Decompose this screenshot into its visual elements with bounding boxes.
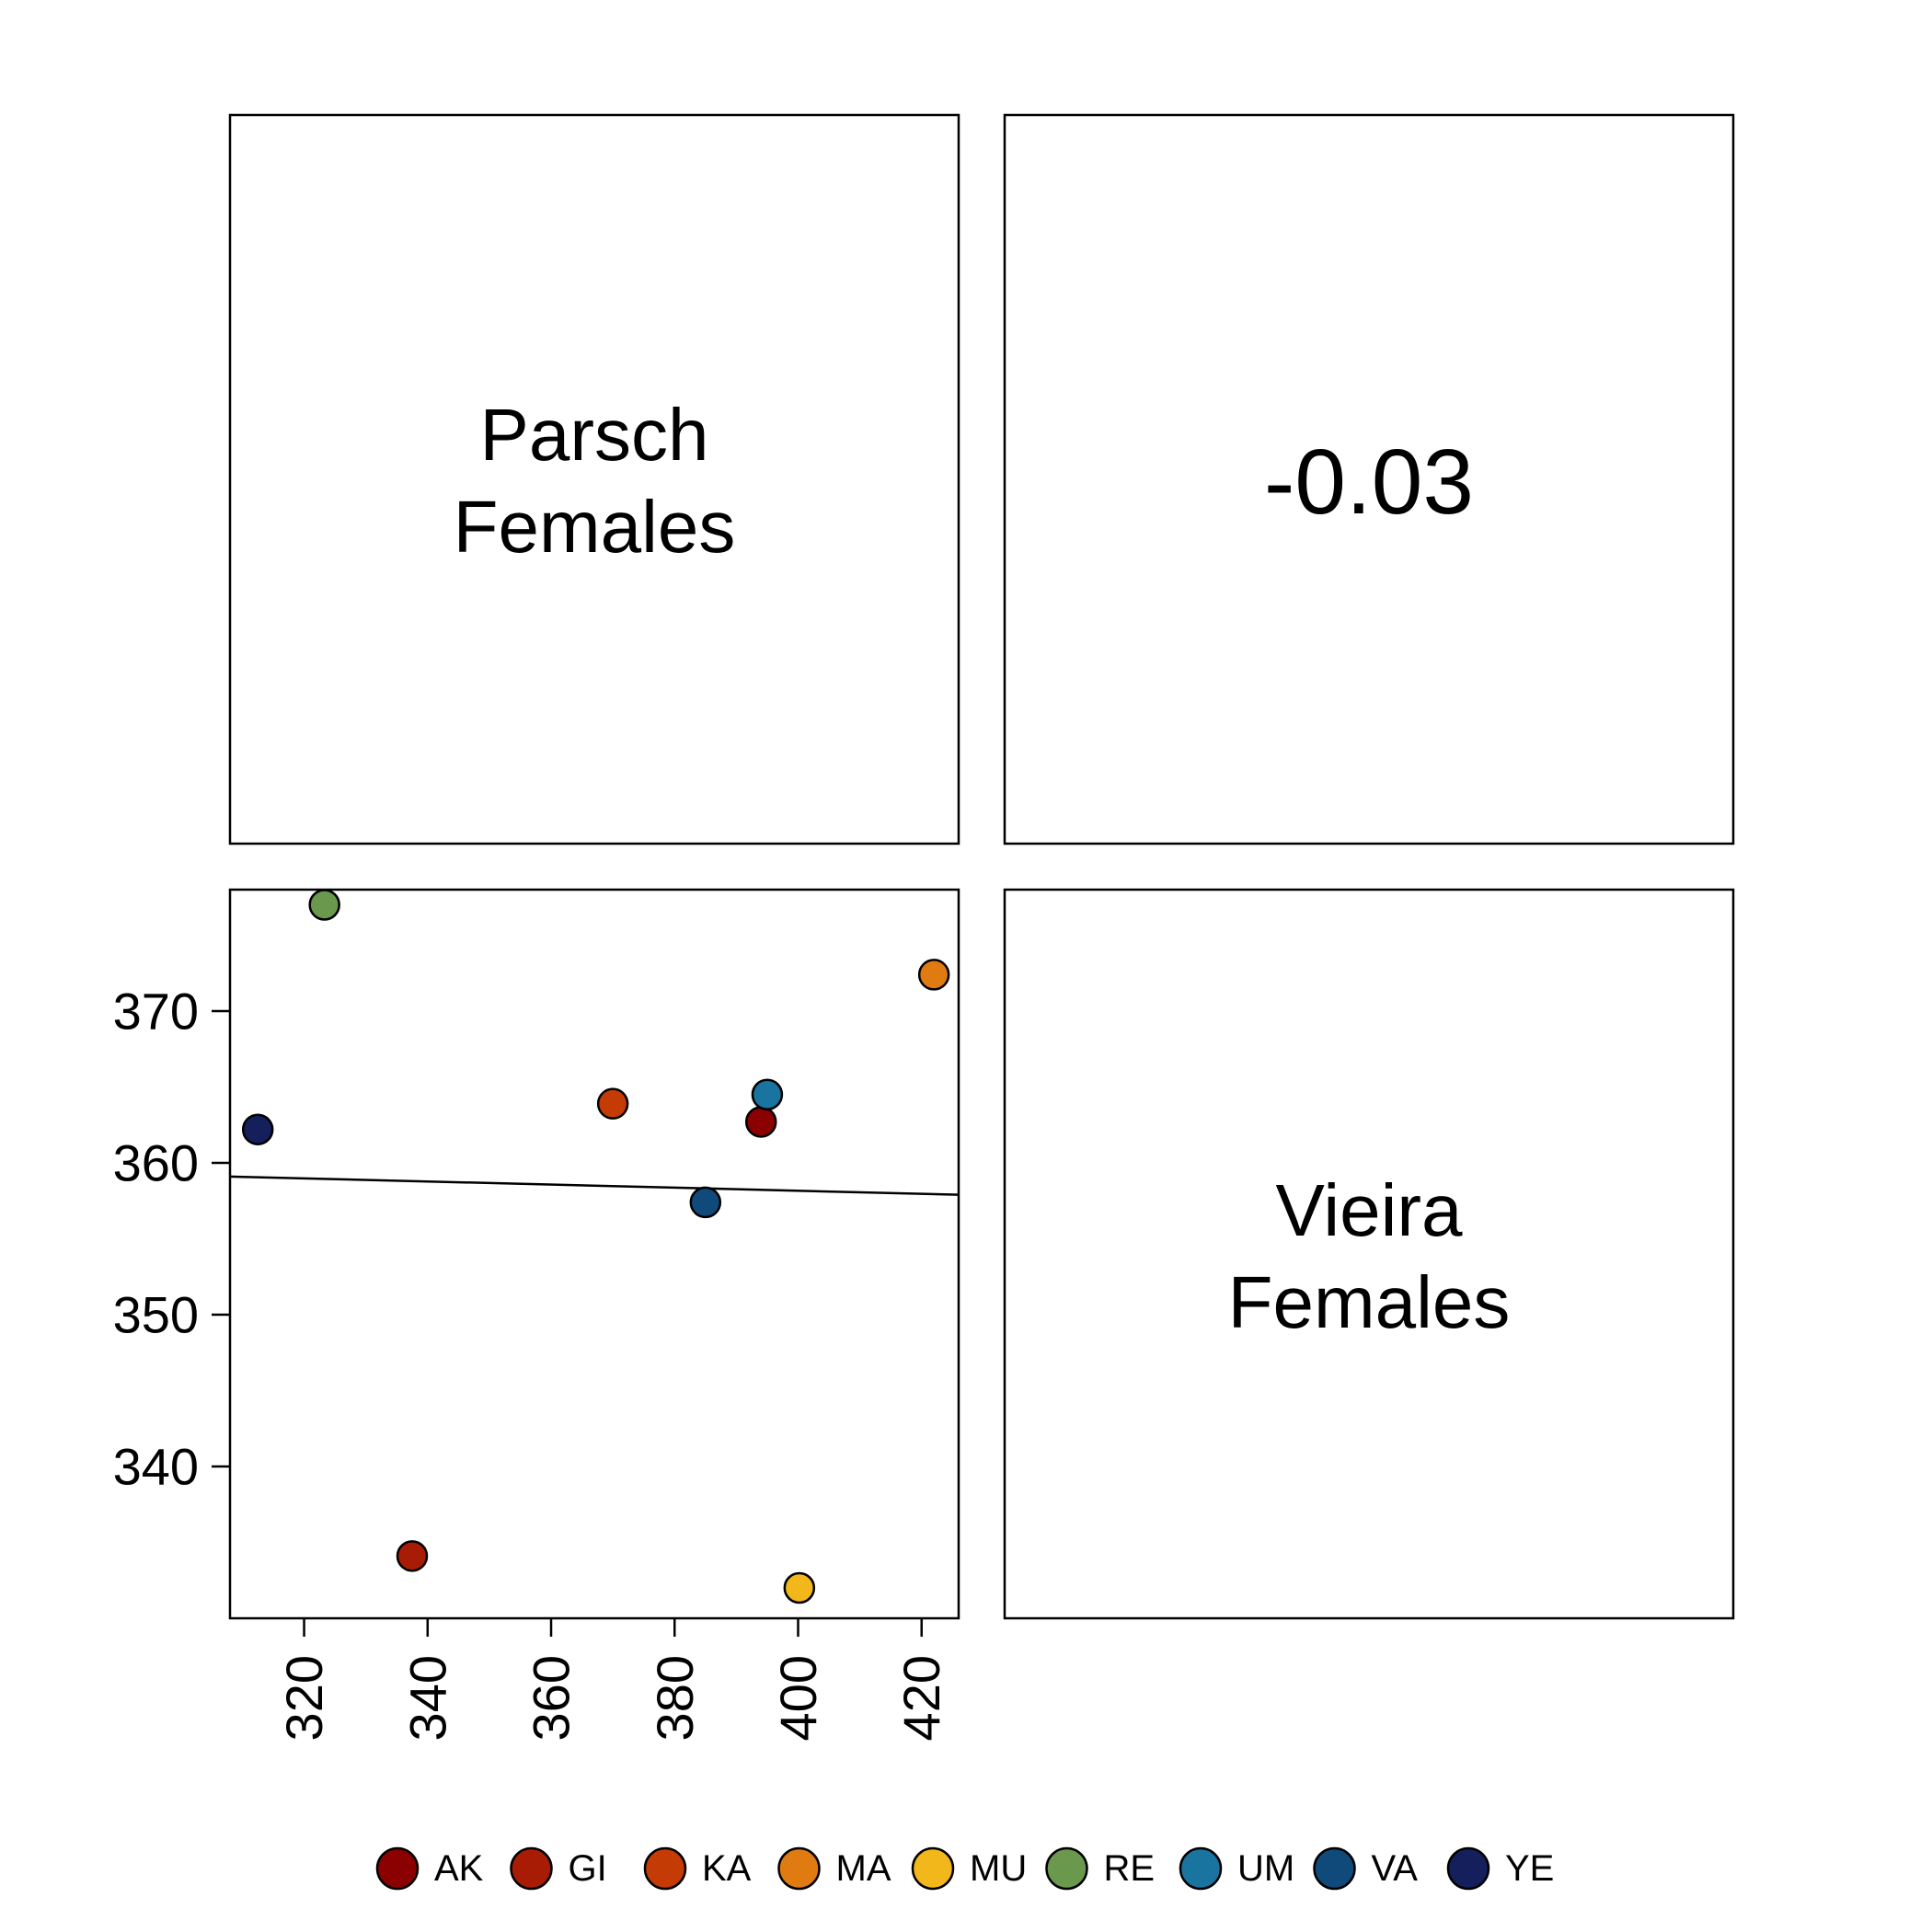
legend-label-re: RE (1104, 1848, 1156, 1889)
panel-scatter: 320 340 360 380 400 420 340 350 360 370 (113, 888, 960, 1741)
point-ma (917, 959, 950, 991)
point-va (689, 1186, 722, 1219)
x-tick-label-0: 320 (275, 1655, 333, 1741)
diag-label-2-line1: Vieira (1275, 1169, 1463, 1251)
point-ye (241, 1113, 274, 1145)
x-tick-label-3: 380 (646, 1655, 704, 1741)
point-ak (744, 1106, 777, 1138)
legend-swatch-ka (643, 1846, 687, 1891)
legend-label-va: VA (1372, 1848, 1419, 1889)
legend: AK GI KA MA MU RE UM VA YE (375, 1846, 1554, 1891)
fit-line (229, 1175, 960, 1196)
y-tick-label-3: 370 (113, 983, 199, 1041)
diag-label-2-line2: Females (1228, 1261, 1511, 1343)
point-gi (396, 1540, 429, 1572)
x-tick-label-5: 420 (892, 1655, 950, 1741)
diag-label-1-line1: Parsch (480, 394, 709, 476)
point-ka (596, 1087, 629, 1120)
x-tick-label-1: 340 (398, 1655, 456, 1741)
x-tick-label-2: 360 (523, 1655, 581, 1741)
legend-label-ak: AK (434, 1848, 484, 1889)
correlation-value: -0.03 (1264, 431, 1474, 534)
y-tick-label-0: 340 (113, 1438, 199, 1496)
x-tick-label-4: 400 (769, 1655, 827, 1741)
legend-swatch-gi (510, 1846, 553, 1891)
legend-label-ka: KA (702, 1848, 752, 1889)
legend-swatch-ma (777, 1846, 821, 1891)
point-mu (783, 1571, 816, 1604)
panel-diag-2 (1003, 888, 1735, 1620)
legend-label-mu: MU (970, 1848, 1027, 1889)
legend-label-um: UM (1237, 1848, 1294, 1889)
legend-swatch-ye (1446, 1846, 1490, 1891)
legend-swatch-um (1179, 1846, 1223, 1891)
legend-swatch-va (1313, 1846, 1356, 1891)
legend-label-gi: GI (569, 1848, 607, 1889)
legend-swatch-mu (911, 1846, 955, 1891)
point-re (308, 889, 340, 921)
panel-correlation (1003, 113, 1735, 845)
panel-diag-1 (228, 113, 960, 845)
y-tick-label-2: 360 (113, 1134, 199, 1192)
legend-swatch-re (1045, 1846, 1088, 1891)
legend-swatch-ak (375, 1846, 420, 1891)
scatter-frame (228, 888, 960, 1620)
y-tick-label-1: 350 (113, 1286, 199, 1344)
point-um (751, 1078, 784, 1110)
diag-label-1-line2: Females (454, 486, 736, 568)
legend-label-ye: YE (1505, 1848, 1554, 1889)
legend-label-ma: MA (836, 1848, 891, 1889)
